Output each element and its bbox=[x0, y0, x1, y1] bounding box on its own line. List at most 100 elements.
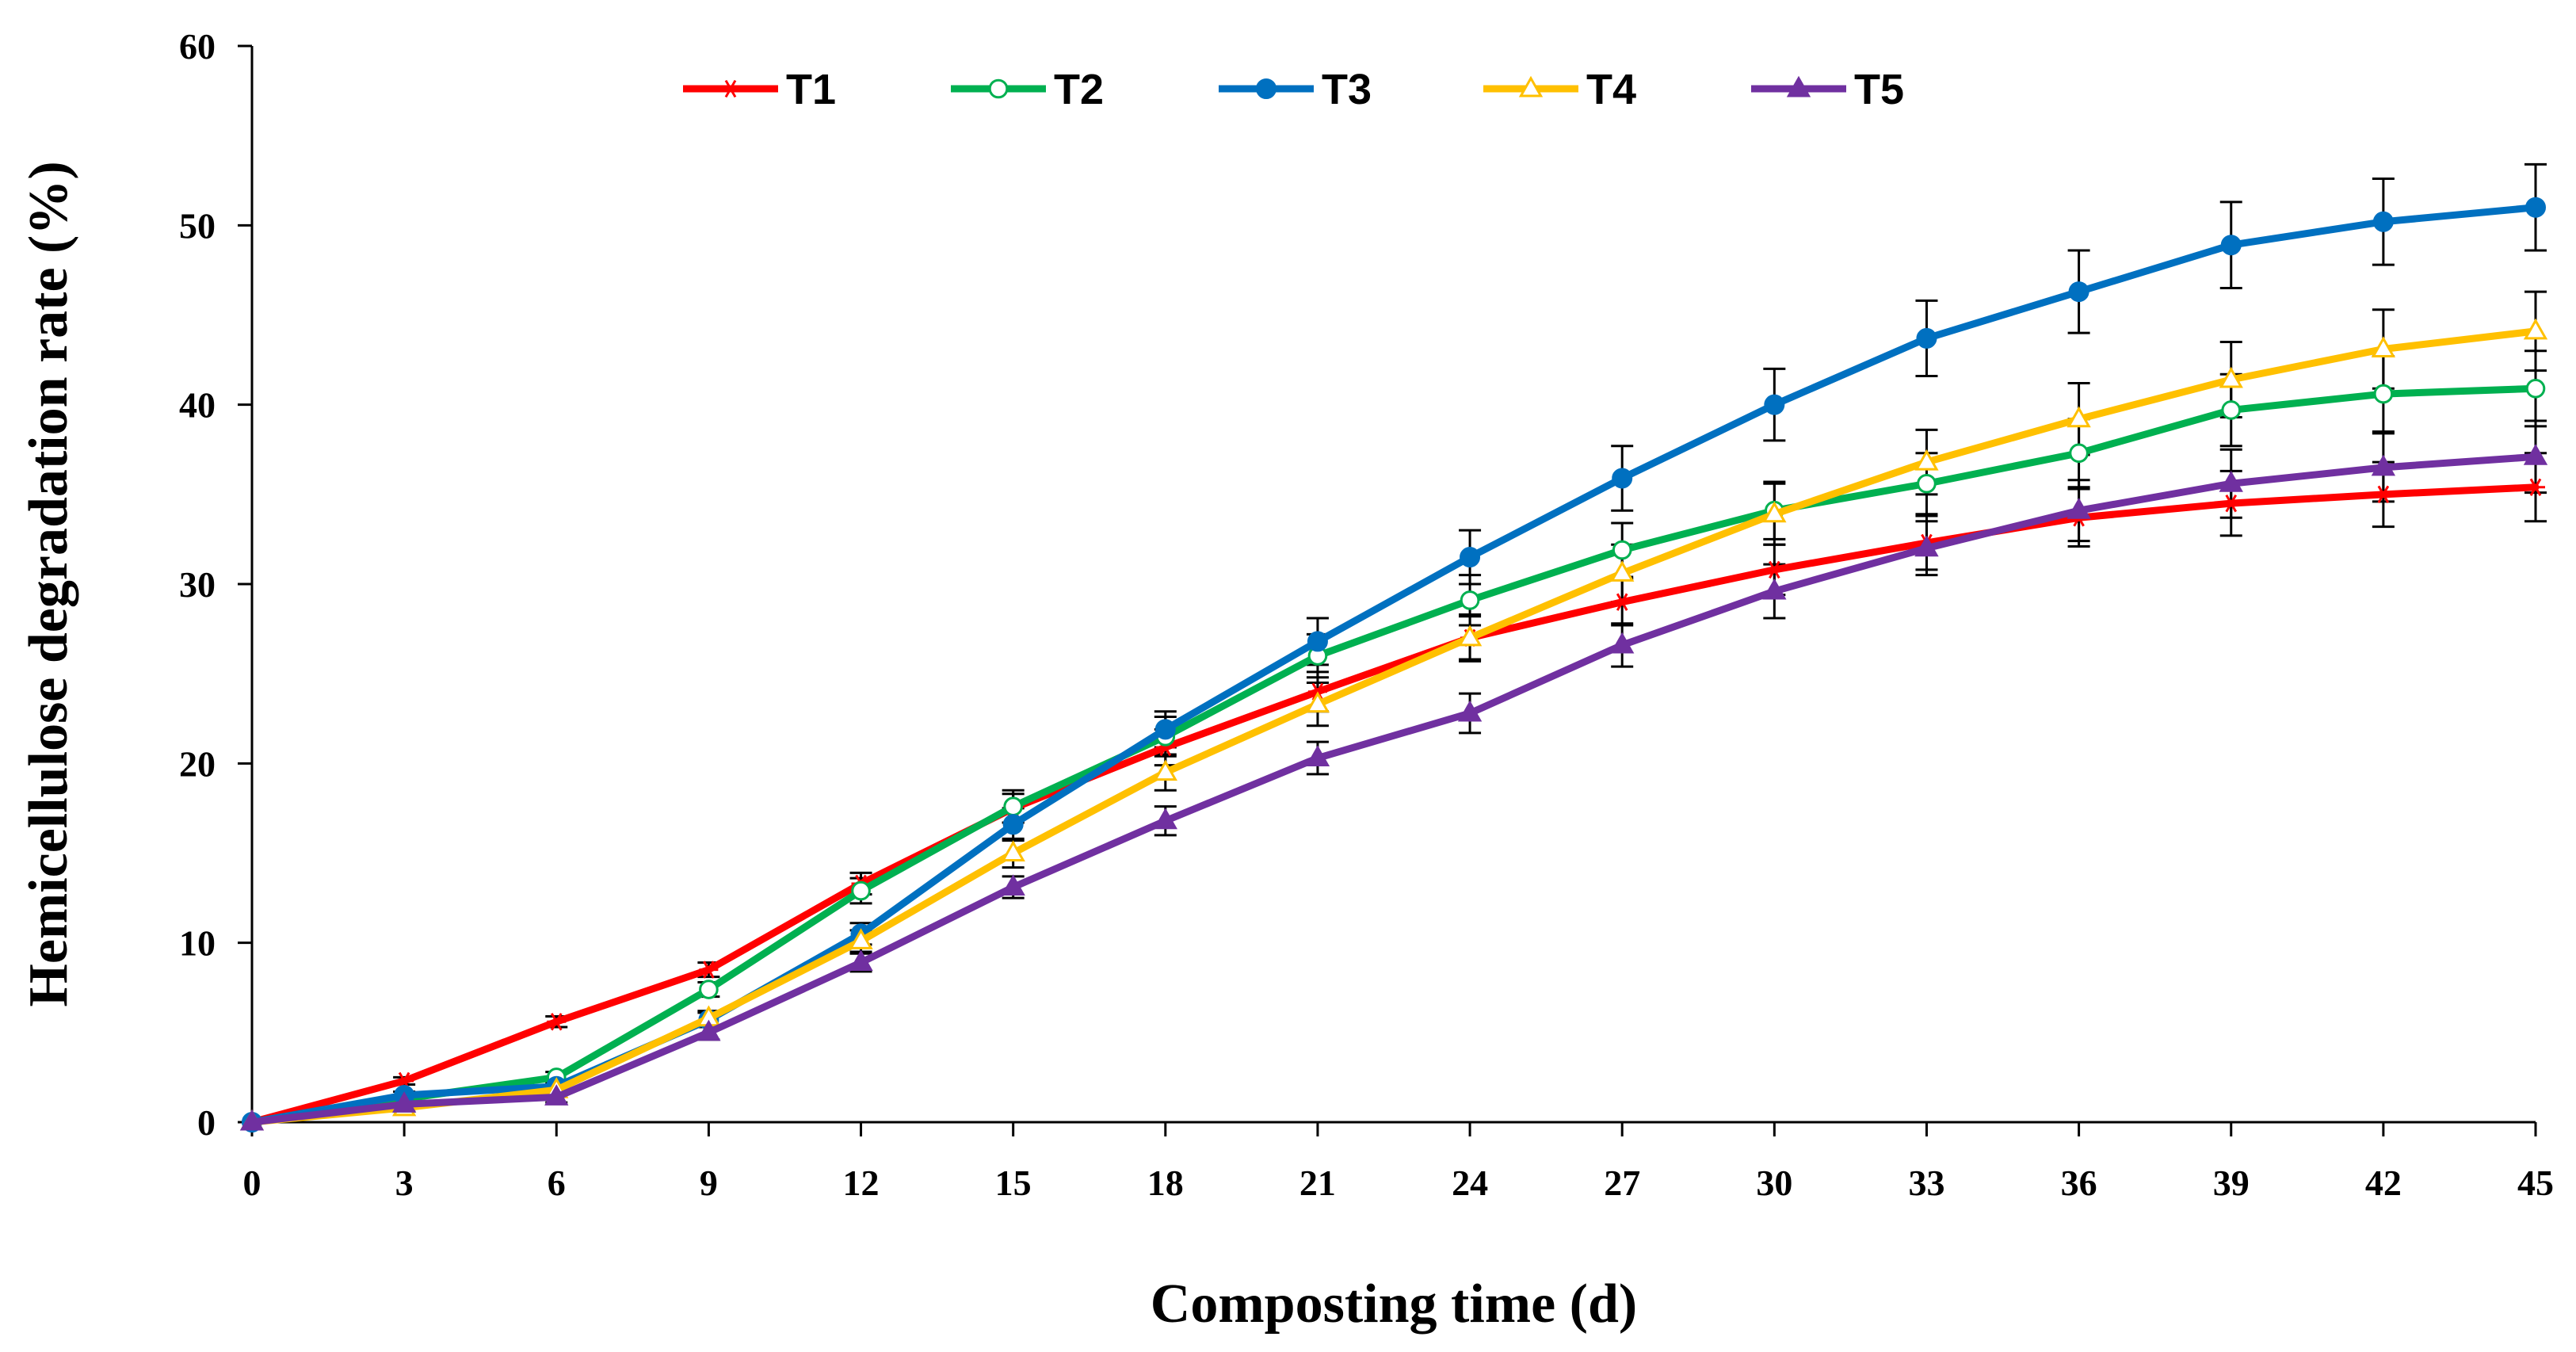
point-circle bbox=[1002, 814, 1024, 835]
data-point bbox=[696, 1019, 721, 1041]
point-triangle bbox=[1305, 691, 1330, 713]
asterisk-stroke bbox=[724, 79, 737, 98]
data-point bbox=[1307, 631, 1328, 652]
point-triangle bbox=[1610, 632, 1635, 654]
x-tick-label: 42 bbox=[2365, 1163, 2402, 1203]
point-circle bbox=[2525, 378, 2546, 399]
data-point bbox=[1153, 759, 1177, 781]
data-point bbox=[849, 928, 873, 949]
data-point bbox=[391, 1091, 417, 1113]
y-tick-label: 10 bbox=[179, 923, 216, 964]
data-point bbox=[1916, 327, 1937, 349]
point-triangle bbox=[2067, 406, 2091, 428]
data-point bbox=[2219, 471, 2243, 492]
data-point bbox=[2221, 494, 2241, 513]
data-point bbox=[544, 1084, 569, 1106]
point-circle bbox=[2525, 197, 2546, 218]
y-tick-label: 60 bbox=[179, 26, 216, 67]
point-triangle bbox=[1518, 75, 1544, 97]
point-circle bbox=[2069, 443, 2089, 464]
point-triangle bbox=[696, 1019, 721, 1041]
legend-item-t3: T3 bbox=[1219, 66, 1372, 113]
series-line bbox=[248, 483, 2540, 1126]
data-point bbox=[2220, 235, 2242, 256]
data-point bbox=[1457, 624, 1483, 647]
series-t1 bbox=[242, 478, 2545, 1132]
point-circle bbox=[1154, 719, 1176, 740]
data-point bbox=[1003, 796, 1023, 816]
x-tick-label: 9 bbox=[700, 1163, 718, 1203]
point-triangle bbox=[2371, 336, 2396, 358]
data-point bbox=[1610, 632, 1635, 654]
point-circle bbox=[2220, 235, 2242, 256]
data-point bbox=[1305, 691, 1330, 713]
point-circle bbox=[1003, 796, 1023, 816]
x-tick-label: 45 bbox=[2517, 1163, 2554, 1203]
point-circle bbox=[699, 980, 719, 999]
point-triangle bbox=[1153, 759, 1177, 781]
data-point bbox=[547, 1013, 567, 1031]
series-t5 bbox=[239, 444, 2548, 1131]
point-triangle bbox=[1762, 578, 1787, 600]
point-circle bbox=[1256, 78, 1277, 99]
data-point bbox=[1914, 535, 1939, 557]
point-triangle bbox=[239, 1109, 265, 1131]
data-point bbox=[1612, 468, 1633, 489]
series-line bbox=[248, 453, 2540, 1126]
y-tick-label: 50 bbox=[179, 205, 216, 246]
data-point bbox=[1612, 540, 1632, 560]
x-tick-label: 18 bbox=[1147, 1163, 1184, 1203]
point-circle bbox=[2372, 211, 2394, 232]
data-point bbox=[699, 980, 719, 999]
point-circle bbox=[1917, 473, 1937, 494]
data-point bbox=[2373, 384, 2394, 404]
data-point bbox=[1256, 78, 1277, 99]
y-axis-title: Hemicellulose degradation rate (%) bbox=[18, 161, 79, 1006]
data-point bbox=[239, 1109, 265, 1131]
data-point bbox=[2372, 211, 2394, 232]
point-circle bbox=[1764, 394, 1785, 415]
legend-label: T3 bbox=[1322, 66, 1372, 113]
data-point bbox=[1305, 745, 1330, 767]
data-point bbox=[1917, 473, 1937, 494]
point-triangle bbox=[1305, 745, 1330, 767]
x-axis-title: Composting time (d) bbox=[1151, 1274, 1637, 1335]
asterisk-stroke bbox=[703, 961, 715, 979]
point-triangle bbox=[2067, 497, 2091, 519]
data-point bbox=[2069, 443, 2089, 464]
asterisk-stroke bbox=[2225, 494, 2238, 513]
point-circle bbox=[988, 78, 1009, 99]
x-tick-label: 30 bbox=[1756, 1163, 1792, 1203]
point-triangle bbox=[849, 928, 873, 949]
point-triangle bbox=[1457, 700, 1483, 722]
data-point bbox=[1786, 75, 1811, 97]
point-triangle bbox=[2371, 454, 2396, 476]
point-circle bbox=[1460, 590, 1480, 610]
y-tick-label: 40 bbox=[179, 385, 216, 426]
point-triangle bbox=[391, 1091, 417, 1113]
series-line bbox=[248, 384, 2540, 1126]
data-point bbox=[988, 78, 1009, 99]
data-point bbox=[721, 79, 740, 98]
data-point bbox=[2523, 318, 2548, 340]
series-layer bbox=[239, 162, 2548, 1132]
x-tick-label: 24 bbox=[1452, 1163, 1488, 1203]
point-triangle bbox=[1786, 75, 1811, 97]
data-point bbox=[2068, 281, 2089, 303]
legend-label: T1 bbox=[786, 66, 836, 113]
point-triangle bbox=[2219, 471, 2243, 492]
point-circle bbox=[1612, 540, 1632, 560]
data-point bbox=[1610, 560, 1635, 582]
y-tick-label: 0 bbox=[197, 1102, 216, 1143]
point-circle bbox=[1307, 631, 1328, 652]
point-triangle bbox=[544, 1084, 569, 1106]
y-tick-label: 30 bbox=[179, 564, 216, 605]
data-point bbox=[1765, 560, 1784, 579]
data-point bbox=[1001, 874, 1025, 896]
point-triangle bbox=[1914, 449, 1939, 471]
point-circle bbox=[1612, 468, 1633, 489]
point-triangle bbox=[1153, 808, 1177, 830]
point-triangle bbox=[1914, 535, 1939, 557]
legend-item-t5: T5 bbox=[1751, 66, 1904, 113]
